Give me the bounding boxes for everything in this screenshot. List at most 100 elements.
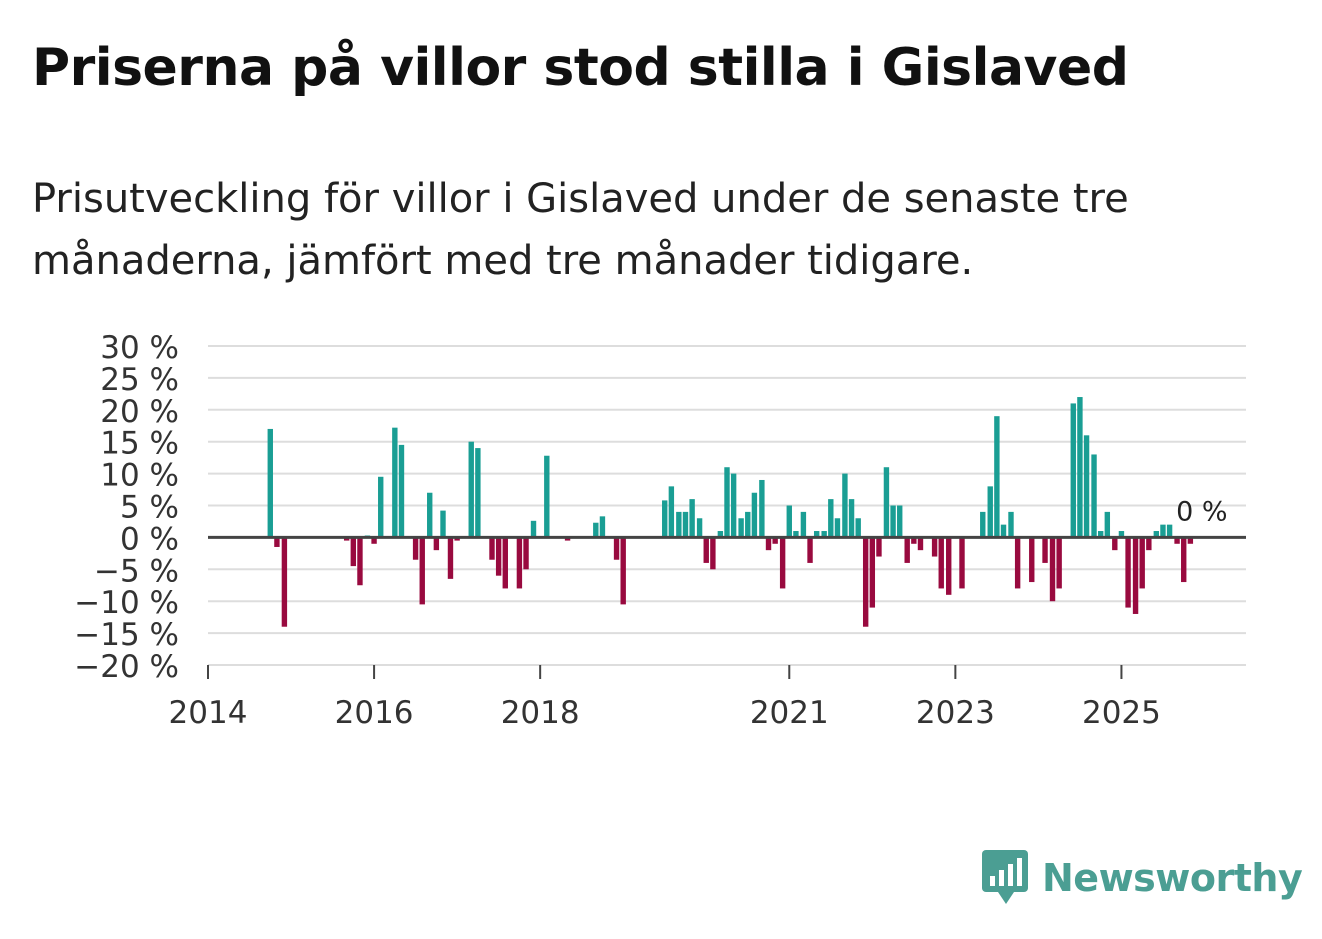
y-tick-label: −10 % — [74, 585, 179, 621]
y-tick-label: −20 % — [74, 649, 179, 685]
bar — [848, 499, 855, 538]
bar — [813, 531, 820, 538]
bar — [593, 522, 599, 538]
bar — [523, 537, 529, 570]
bar — [502, 537, 508, 589]
bar — [730, 473, 737, 538]
bar — [946, 537, 952, 595]
bar — [931, 537, 938, 557]
y-tick-label: 20 % — [100, 394, 179, 430]
bar — [1042, 537, 1048, 563]
bar — [1166, 524, 1173, 538]
bar — [392, 427, 398, 538]
chart-subtitle: Prisutveckling för villor i Gislaved und… — [32, 176, 1129, 284]
bar — [613, 537, 620, 560]
bars — [267, 397, 1194, 627]
bar — [793, 531, 799, 538]
bar — [883, 467, 890, 538]
y-tick-label: 0 % — [120, 521, 179, 557]
bar — [378, 476, 384, 538]
bar — [495, 537, 502, 576]
bar — [828, 499, 834, 538]
bar — [447, 537, 454, 579]
bar — [759, 479, 765, 538]
bar — [676, 511, 682, 538]
bar — [821, 531, 827, 538]
y-tick-label: 25 % — [100, 362, 179, 398]
bar — [274, 537, 280, 547]
bar — [489, 537, 495, 560]
bar — [1139, 537, 1145, 589]
bar — [696, 518, 703, 538]
bar — [717, 531, 724, 538]
x-tick-label: 2021 — [750, 695, 829, 731]
bar — [1104, 511, 1111, 538]
bar — [1118, 531, 1125, 538]
x-tick-label: 2016 — [335, 695, 414, 731]
bar — [1160, 524, 1166, 538]
bar — [738, 518, 744, 538]
bar — [599, 516, 606, 538]
bar — [994, 416, 1000, 538]
bar — [620, 537, 626, 605]
bar — [800, 511, 807, 538]
bar — [427, 492, 433, 538]
bar — [897, 505, 903, 538]
bar — [1029, 537, 1035, 583]
bar — [1132, 537, 1139, 614]
bar — [357, 537, 363, 586]
bar — [779, 537, 786, 589]
bar — [786, 505, 792, 538]
y-tick-label: −15 % — [74, 617, 179, 653]
last-value-label: 0 % — [1176, 496, 1227, 527]
bar — [281, 537, 288, 627]
x-tick-label: 2025 — [1082, 695, 1161, 731]
bar — [772, 537, 778, 544]
bar — [516, 537, 523, 589]
bar — [440, 510, 446, 538]
bar — [412, 537, 419, 560]
bar-chart-speech-bubble-icon — [980, 846, 1030, 910]
bar — [1008, 511, 1014, 538]
bar — [668, 486, 675, 538]
bar — [1083, 435, 1090, 538]
bar — [1174, 537, 1180, 544]
bar — [1097, 531, 1104, 538]
bar — [987, 486, 993, 538]
y-tick-label: 30 % — [100, 330, 179, 366]
bar — [855, 518, 861, 538]
bar — [1146, 537, 1152, 551]
bar — [267, 428, 273, 538]
bar — [807, 537, 813, 563]
bar — [842, 473, 848, 538]
newsworthy-logo: Newsworthy — [980, 846, 1303, 910]
bar — [343, 537, 350, 541]
bar — [980, 511, 986, 538]
x-tick-label: 2014 — [169, 695, 248, 731]
bar-chart: 30 %25 %20 %15 %10 %5 %0 %−5 %−10 %−15 %… — [74, 330, 1246, 731]
bar — [398, 444, 405, 538]
bar — [564, 537, 571, 541]
bar — [371, 537, 377, 544]
bar — [419, 537, 425, 605]
bar — [765, 537, 772, 551]
bar — [834, 518, 841, 538]
bar — [917, 537, 924, 551]
bar — [869, 537, 876, 608]
axes — [207, 535, 1246, 679]
bar — [938, 537, 944, 589]
bar — [890, 505, 896, 538]
bar — [1000, 524, 1007, 538]
bar — [350, 537, 357, 567]
bar — [911, 537, 917, 544]
bar — [904, 537, 910, 563]
bar — [1187, 537, 1194, 544]
bar — [1014, 537, 1021, 589]
bar — [724, 467, 730, 538]
x-tick-label: 2023 — [916, 695, 995, 731]
bar — [1181, 537, 1187, 583]
bar — [433, 537, 440, 551]
bar — [454, 537, 460, 541]
y-tick-label: 10 % — [100, 458, 179, 494]
bar — [876, 537, 882, 557]
